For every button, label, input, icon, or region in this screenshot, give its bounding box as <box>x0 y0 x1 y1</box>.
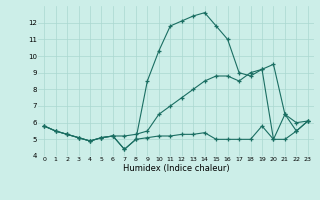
X-axis label: Humidex (Indice chaleur): Humidex (Indice chaleur) <box>123 164 229 173</box>
